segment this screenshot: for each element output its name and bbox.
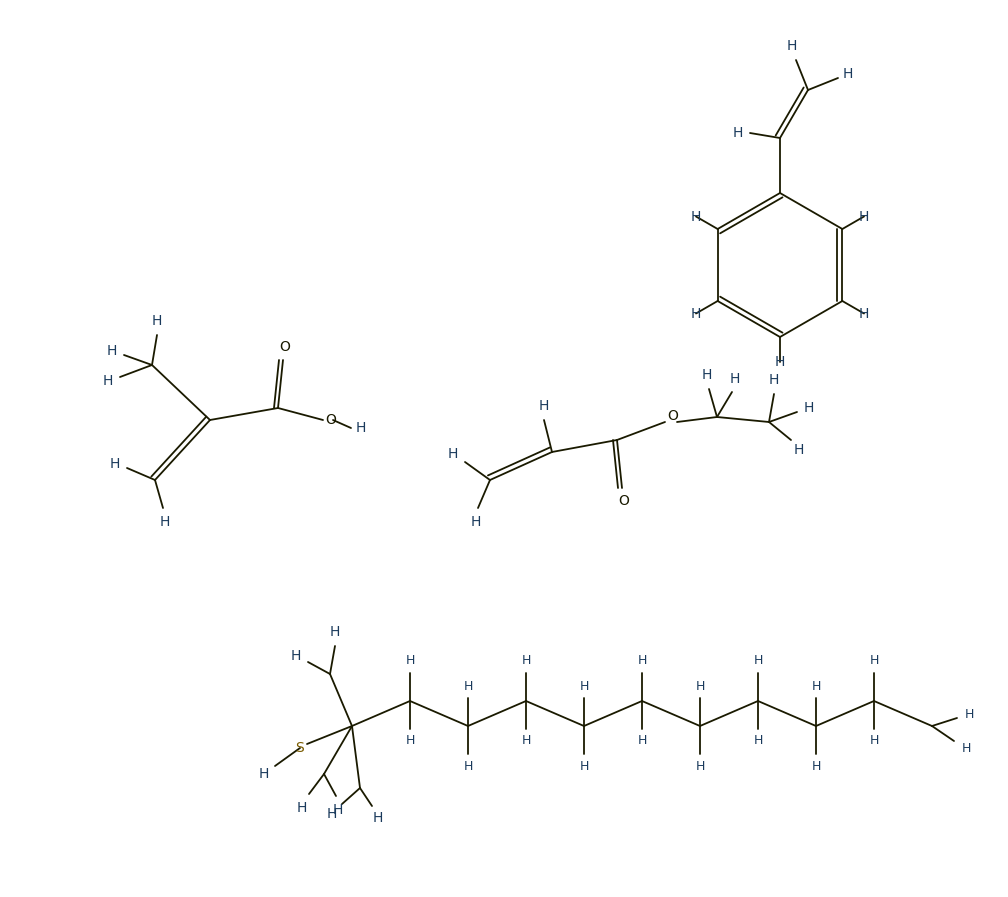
Text: H: H (521, 655, 530, 667)
Text: H: H (107, 344, 117, 358)
Text: H: H (580, 680, 589, 692)
Text: H: H (333, 803, 343, 817)
Text: H: H (869, 655, 879, 667)
Text: H: H (690, 210, 702, 223)
Text: H: H (869, 735, 879, 747)
Text: O: O (326, 413, 337, 427)
Text: H: H (356, 421, 366, 435)
Text: H: H (373, 811, 383, 825)
Text: H: H (539, 399, 549, 413)
Text: H: H (464, 760, 473, 772)
Text: H: H (753, 735, 763, 747)
Text: H: H (296, 801, 307, 815)
Text: O: O (279, 340, 290, 354)
Text: H: H (811, 760, 821, 772)
Text: H: H (769, 373, 779, 387)
Text: H: H (110, 457, 120, 471)
Text: H: H (696, 680, 705, 692)
Text: H: H (696, 760, 705, 772)
Text: H: H (448, 447, 459, 461)
Text: H: H (521, 735, 530, 747)
Text: H: H (859, 307, 869, 320)
Text: H: H (103, 374, 113, 388)
Text: H: H (775, 355, 785, 369)
Text: H: H (330, 625, 340, 639)
Text: H: H (965, 708, 974, 720)
Text: H: H (405, 655, 414, 667)
Text: H: H (152, 314, 162, 328)
Text: H: H (690, 307, 702, 320)
Text: H: H (464, 680, 473, 692)
Text: H: H (702, 368, 713, 382)
Text: H: H (160, 515, 170, 529)
Text: H: H (733, 126, 743, 140)
Text: H: H (637, 735, 647, 747)
Text: H: H (327, 807, 338, 821)
Text: H: H (580, 760, 589, 772)
Text: O: O (667, 409, 678, 423)
Text: H: H (811, 680, 821, 692)
Text: S: S (295, 741, 304, 755)
Text: O: O (619, 494, 629, 508)
Text: H: H (291, 649, 301, 663)
Text: H: H (843, 67, 853, 81)
Text: H: H (730, 372, 740, 386)
Text: H: H (637, 655, 647, 667)
Text: H: H (405, 735, 414, 747)
Text: H: H (803, 401, 814, 415)
Text: H: H (859, 210, 869, 223)
Text: H: H (787, 39, 797, 53)
Text: H: H (753, 655, 763, 667)
Text: H: H (962, 742, 971, 754)
Text: H: H (259, 767, 269, 781)
Text: H: H (794, 443, 804, 457)
Text: H: H (471, 515, 481, 529)
